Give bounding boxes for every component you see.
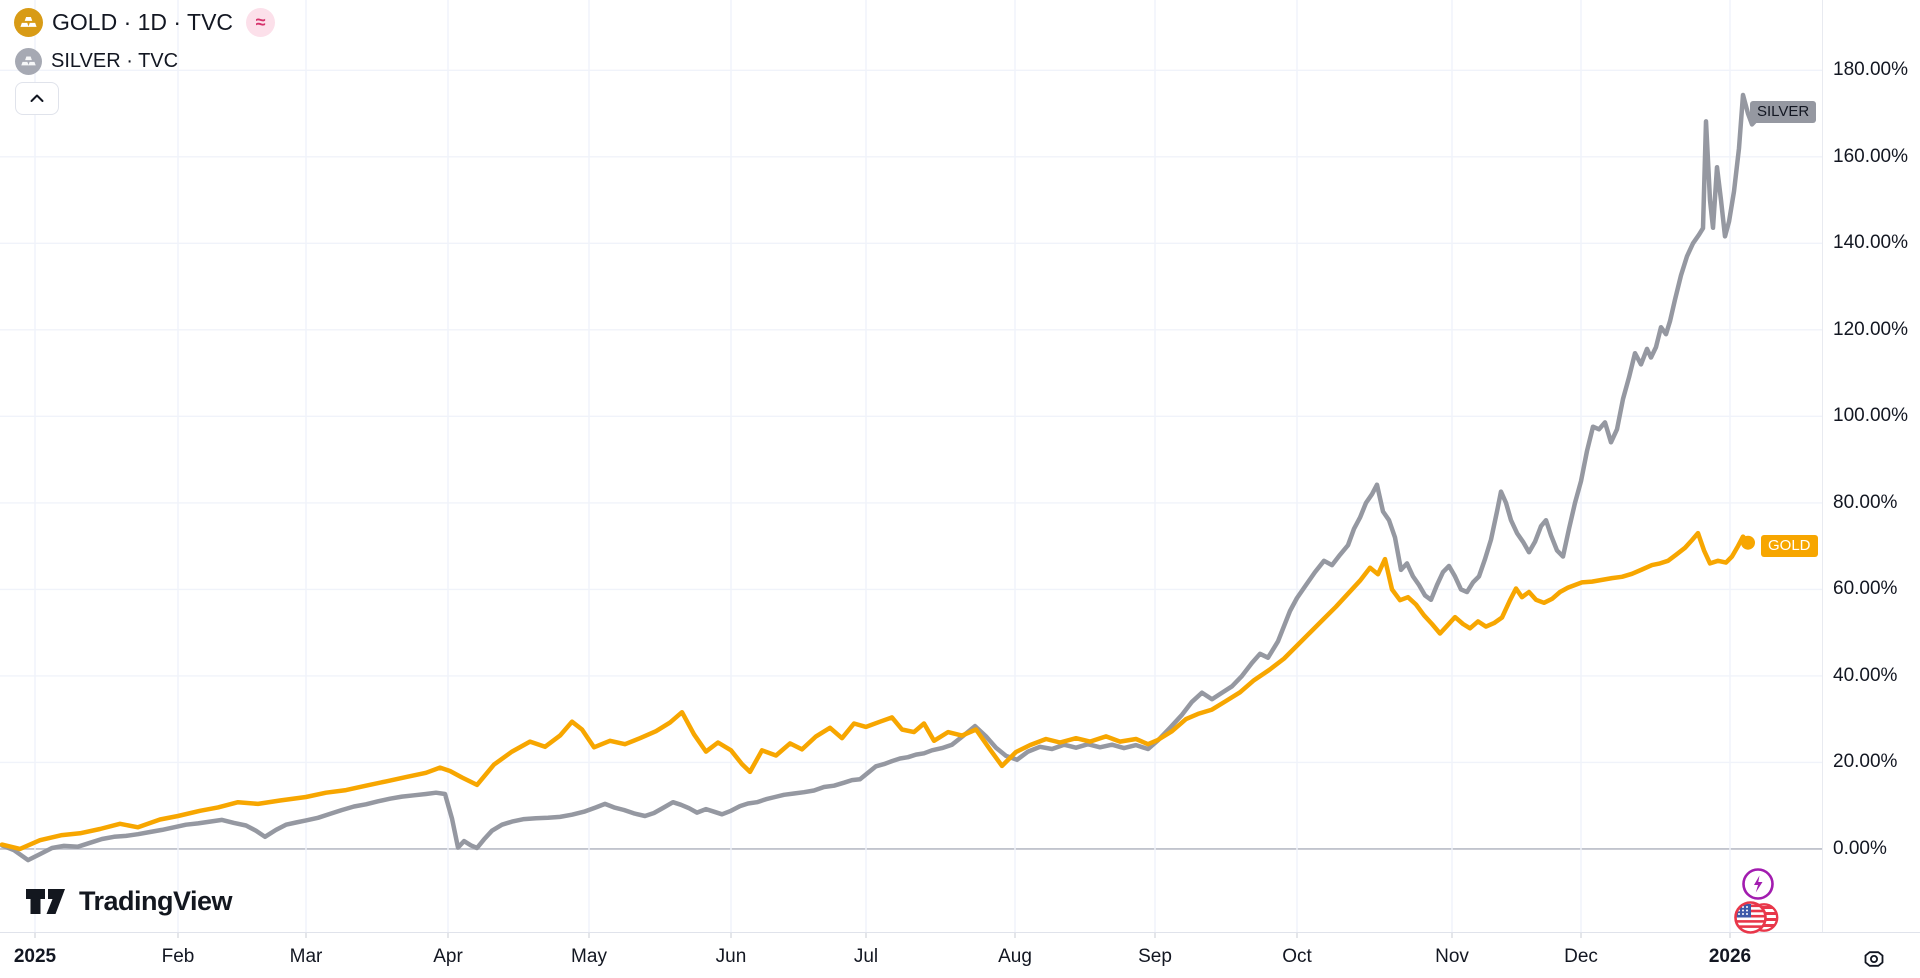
silver-bars-icon: [15, 48, 42, 75]
x-axis-label: Apr: [433, 946, 463, 967]
y-axis-label: 0.00%: [1833, 837, 1887, 859]
approx-equal-badge[interactable]: ≈: [246, 8, 276, 37]
tradingview-logo[interactable]: TradingView: [25, 886, 233, 917]
x-axis-label: Oct: [1282, 946, 1312, 967]
x-axis-label: Feb: [161, 946, 195, 967]
x-axis-label: 2026: [1708, 946, 1752, 967]
x-axis-label: Nov: [1435, 946, 1469, 967]
y-axis-label: 120.00%: [1833, 318, 1909, 340]
x-axis-label: 2025: [13, 946, 57, 967]
x-axis-label: Dec: [1564, 946, 1598, 967]
x-axis-label: Jul: [853, 946, 879, 967]
time-axis-separator: [0, 932, 1920, 933]
legend-row-silver[interactable]: SILVER · TVC: [15, 48, 178, 75]
x-axis-label: Sep: [1138, 946, 1172, 967]
legend-title-gold: GOLD · 1D · TVC: [52, 9, 234, 35]
y-axis-label: 160.00%: [1833, 145, 1909, 167]
events-lightning-button[interactable]: [1740, 866, 1776, 907]
y-axis-label: 60.00%: [1833, 578, 1898, 600]
gold-price-label: GOLD: [1761, 535, 1818, 557]
x-axis-label: May: [571, 946, 607, 967]
tradingview-mark-icon: [26, 888, 65, 914]
tradingview-logo-text: TradingView: [79, 886, 233, 916]
y-axis-label: 140.00%: [1833, 232, 1909, 254]
gold-bars-icon: [14, 8, 43, 37]
chevron-up-icon: [30, 94, 44, 102]
price-axis-border: [1822, 0, 1823, 932]
silver-series-line[interactable]: [0, 92, 1759, 863]
x-axis-label: Aug: [998, 946, 1032, 967]
economic-calendar-flags-button[interactable]: [1733, 899, 1779, 942]
legend-title-silver: SILVER · TVC: [51, 50, 179, 72]
gold-last-price-dot: [1741, 535, 1755, 550]
gold-series-line[interactable]: [0, 530, 1751, 852]
settings-gear-icon: [1864, 951, 1884, 967]
y-axis-label: 40.00%: [1833, 664, 1898, 686]
country-flags-icon: [1734, 901, 1779, 934]
lightning-icon: [1742, 868, 1774, 900]
y-axis-label: 80.00%: [1833, 491, 1898, 513]
x-axis-label: Mar: [289, 946, 323, 967]
legend-collapse-button[interactable]: [15, 82, 59, 115]
y-axis-label: 180.00%: [1833, 59, 1909, 81]
silver-price-label: SILVER: [1750, 101, 1817, 123]
y-axis-label: 20.00%: [1833, 751, 1898, 773]
legend-row-gold[interactable]: GOLD · 1D · TVC ≈: [14, 8, 276, 37]
y-axis-label: 100.00%: [1833, 405, 1909, 427]
x-axis-label: Jun: [715, 946, 747, 967]
timescale-settings-button[interactable]: [1862, 947, 1886, 976]
